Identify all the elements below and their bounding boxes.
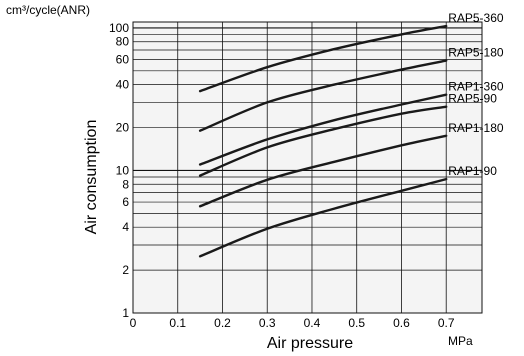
series-line-rap1-360 [198, 93, 448, 166]
series-label-rap5-360: RAP5-360 [448, 11, 504, 25]
series-label-rap5-180: RAP5-180 [448, 46, 504, 60]
x-tick-label: 0.4 [304, 316, 321, 330]
x-tick-label: 0.6 [393, 316, 410, 330]
x-axis-title: Air pressure [267, 335, 353, 352]
x-tick-label: 0 [130, 316, 137, 330]
series-lines [198, 24, 448, 258]
y-tick-label: 10 [116, 163, 130, 177]
series-label-rap5-90: RAP5-90 [448, 92, 497, 106]
x-tick-labels: 0 0.1 0.2 0.3 0.4 0.5 0.6 0.7 [130, 316, 455, 330]
x-unit-label: MPa [448, 334, 473, 348]
series-label-rap1-360: RAP1-360 [448, 80, 504, 94]
x-tick-label: 0.5 [348, 316, 365, 330]
y-axis-title: Air consumption [83, 120, 100, 235]
series-line-rap1-180 [198, 134, 448, 208]
y-tick-label: 6 [122, 195, 129, 209]
y-tick-label: 20 [116, 121, 130, 135]
x-tick-label: 0.7 [438, 316, 455, 330]
y-tick-label: 8 [122, 177, 129, 191]
series-line-rap5-360 [198, 24, 448, 93]
y-tick-label: 60 [116, 53, 130, 67]
series-line-rap5-90 [198, 105, 448, 177]
series-line-rap1-90 [198, 177, 448, 258]
y-tick-label: 1 [122, 306, 129, 320]
y-tick-label: 80 [116, 35, 130, 49]
series-line-rap5-180 [198, 59, 448, 132]
series-label-rap1-90: RAP1-90 [448, 164, 497, 178]
y-unit-label: cm³/cycle(ANR) [6, 3, 90, 17]
y-tick-label: 100 [109, 21, 129, 35]
series-label-rap1-180: RAP1-180 [448, 121, 504, 135]
x-tick-label: 0.1 [169, 316, 186, 330]
y-tick-label: 4 [122, 220, 129, 234]
y-tick-label: 40 [116, 78, 130, 92]
y-tick-label: 2 [122, 263, 129, 277]
x-tick-label: 0.3 [259, 316, 276, 330]
x-tick-label: 0.2 [214, 316, 231, 330]
